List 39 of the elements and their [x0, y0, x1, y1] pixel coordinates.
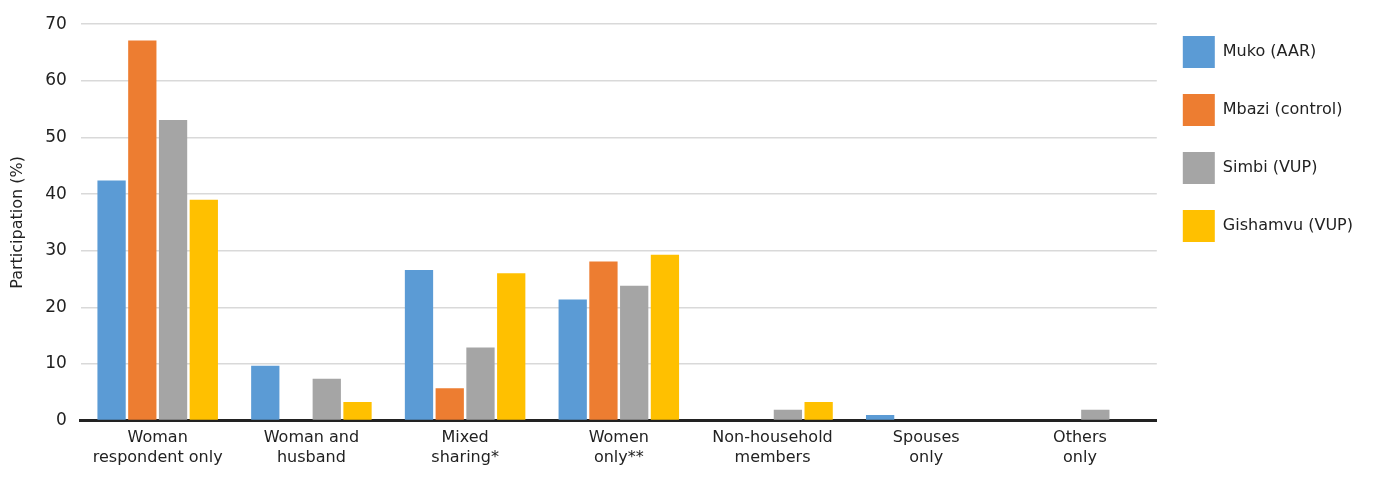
bar	[589, 261, 618, 420]
bar	[158, 119, 188, 420]
bar	[343, 401, 372, 420]
bar	[97, 180, 126, 420]
bar	[128, 40, 157, 420]
bar	[650, 254, 680, 420]
x-tick-label: Woman and husband	[263, 427, 360, 466]
bar	[312, 378, 341, 420]
y-tick-label: 70	[45, 12, 67, 33]
y-tick-label: 20	[45, 295, 67, 316]
y-tick-label: 30	[45, 239, 67, 260]
bar	[620, 285, 649, 420]
bar	[1081, 409, 1110, 420]
bar	[189, 199, 218, 420]
bar	[804, 401, 833, 420]
bar	[773, 409, 803, 420]
x-tick-label: Spouses only	[892, 427, 960, 466]
x-tick-label: Women only**	[588, 427, 649, 466]
legend-label: Mbazi (control)	[1222, 99, 1343, 119]
bar	[558, 299, 587, 420]
bar	[497, 273, 526, 420]
bar	[404, 269, 434, 420]
y-tick-label: 0	[56, 409, 67, 430]
y-tick-label: 40	[45, 182, 67, 203]
legend-label: Simbi (VUP)	[1222, 157, 1318, 177]
bar	[865, 414, 895, 420]
y-tick-label: 60	[45, 69, 67, 90]
legend-label: Muko (AAR)	[1222, 41, 1317, 61]
x-tick-label: Others only	[1053, 427, 1107, 466]
bar	[251, 365, 280, 420]
y-tick-label: 50	[45, 125, 67, 146]
y-tick-label: 10	[45, 352, 67, 373]
bar	[466, 347, 495, 420]
x-tick-label: Mixed sharing*	[431, 427, 499, 466]
bar	[435, 388, 464, 420]
legend-label: Gishamvu (VUP)	[1222, 215, 1354, 235]
y-axis-title: Participation (%)	[6, 156, 26, 289]
x-tick-label: Woman respondent only	[92, 427, 223, 466]
x-tick-label: Non-household members	[712, 427, 833, 466]
